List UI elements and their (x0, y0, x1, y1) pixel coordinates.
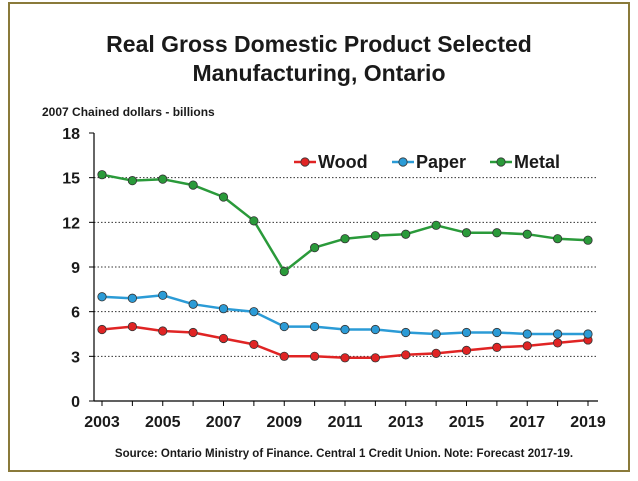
point-paper-2009 (279, 321, 289, 332)
point-wood-2015 (461, 345, 472, 355)
y-tick-label-15: 15 (62, 171, 80, 188)
y-tick-label-3: 3 (71, 349, 80, 366)
y-tick-label-18: 18 (62, 126, 80, 143)
x-tick-label-2009: 2009 (266, 414, 302, 431)
point-paper-2017 (522, 329, 532, 339)
point-wood-2016 (492, 342, 502, 352)
point-metal-2004 (127, 176, 137, 186)
point-metal-2014 (431, 220, 441, 230)
point-metal-2016 (492, 228, 502, 238)
gridlines (94, 177, 598, 357)
y-tick-label-0: 0 (71, 394, 80, 411)
point-metal-2007 (218, 192, 229, 202)
point-wood-2010 (310, 351, 320, 361)
y-tick-label-6: 6 (71, 305, 80, 322)
y-axis-ticks: 0 3 6 9 12 15 18 (62, 126, 80, 411)
point-wood-2007 (218, 333, 229, 344)
chart-title-line-2: Manufacturing, Ontario (193, 60, 446, 86)
point-wood-2013 (401, 350, 411, 360)
point-wood-2004 (127, 321, 137, 332)
point-paper-2011 (340, 324, 350, 335)
point-metal-2015 (461, 228, 472, 238)
y-tick-label-12: 12 (62, 215, 80, 232)
chart-title-line-1: Real Gross Domestic Product Selected (106, 31, 532, 57)
point-metal-2006 (188, 180, 198, 190)
point-paper-2006 (188, 299, 198, 309)
point-paper-2007 (218, 304, 229, 314)
point-metal-2012 (370, 231, 380, 241)
point-paper-2010 (310, 321, 320, 332)
point-wood-2018 (553, 338, 563, 348)
chart: Real Gross Domestic Product Selected Man… (42, 31, 606, 460)
y-axis-unit-label: 2007 Chained dollars - billions (42, 105, 215, 119)
x-tick-label-2007: 2007 (206, 414, 242, 431)
series-lines (97, 170, 593, 363)
point-metal-2019 (583, 235, 593, 245)
x-tick-label-2011: 2011 (328, 414, 363, 431)
point-wood-2011 (340, 353, 350, 363)
x-axis-ticks: 2003 2005 2007 2009 2011 2013 2015 2017 2019 (84, 414, 606, 431)
axes (89, 132, 598, 406)
point-metal-2011 (340, 234, 350, 244)
point-metal-2013 (401, 229, 411, 239)
point-paper-2014 (431, 329, 441, 339)
point-wood-2009 (279, 351, 289, 361)
x-tick-label-2003: 2003 (84, 414, 120, 431)
legend: Wood Paper Metal (294, 152, 560, 172)
point-paper-2004 (127, 293, 137, 303)
legend-label-metal: Metal (514, 152, 560, 172)
point-paper-2012 (370, 324, 380, 335)
point-paper-2016 (492, 327, 502, 338)
point-metal-2009 (279, 266, 289, 277)
point-paper-2013 (401, 327, 411, 338)
point-metal-2008 (249, 216, 259, 226)
point-paper-2018 (553, 329, 563, 339)
legend-marker-metal (496, 157, 506, 167)
y-tick-label-9: 9 (71, 260, 80, 277)
chart-frame: Real Gross Domestic Product Selected Man… (8, 2, 630, 472)
point-metal-2017 (522, 229, 532, 239)
series-line-metal (101, 173, 589, 273)
x-tick-label-2015: 2015 (449, 414, 485, 431)
legend-label-paper: Paper (416, 152, 466, 172)
point-wood-2003 (97, 324, 107, 335)
point-wood-2006 (188, 327, 198, 338)
point-metal-2005 (158, 174, 168, 184)
legend-label-wood: Wood (318, 152, 368, 172)
source-note: Source: Ontario Ministry of Finance. Cen… (115, 448, 573, 460)
x-tick-label-2013: 2013 (388, 414, 424, 431)
point-wood-2005 (158, 326, 168, 336)
point-metal-2018 (553, 234, 563, 244)
point-wood-2012 (370, 353, 380, 363)
point-wood-2008 (249, 339, 259, 350)
point-paper-2008 (249, 307, 259, 317)
point-metal-2010 (310, 243, 320, 253)
point-metal-2003 (97, 170, 107, 180)
x-tick-label-2017: 2017 (509, 414, 545, 431)
x-tick-label-2019: 2019 (570, 414, 606, 431)
point-paper-2015 (461, 327, 472, 338)
point-paper-2019 (583, 329, 593, 339)
point-wood-2014 (431, 348, 441, 358)
x-tick-label-2005: 2005 (145, 414, 181, 431)
point-paper-2005 (158, 290, 168, 300)
point-paper-2003 (97, 292, 107, 302)
legend-marker-paper (398, 157, 408, 167)
point-wood-2017 (522, 341, 532, 351)
legend-marker-wood (300, 157, 310, 167)
